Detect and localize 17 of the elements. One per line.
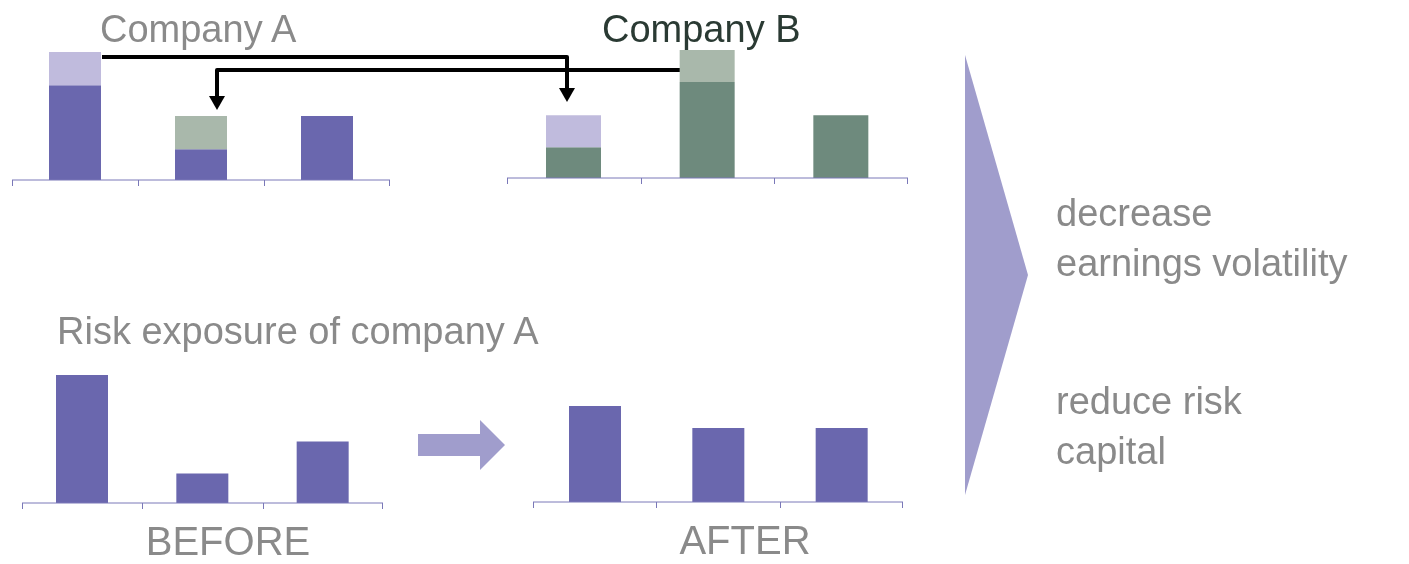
- text: decrease earnings volatility: [1056, 191, 1348, 286]
- chart-title: Company B: [602, 8, 801, 51]
- bar: [679, 82, 735, 178]
- bar: [175, 149, 227, 180]
- bar: [546, 115, 601, 148]
- text: reduce risk capital: [1056, 379, 1242, 474]
- x-axis-title: BEFORE: [144, 519, 312, 564]
- chart-title: Company A: [100, 8, 297, 51]
- bar: [679, 50, 735, 82]
- bar: [49, 85, 101, 180]
- chart-title: Risk exposure of company A: [57, 310, 539, 353]
- x-axis-title: AFTER: [678, 518, 812, 563]
- bar: [546, 147, 601, 178]
- bar: [301, 116, 353, 180]
- bar: [813, 115, 869, 178]
- bar: [175, 116, 227, 150]
- bar: [49, 52, 101, 86]
